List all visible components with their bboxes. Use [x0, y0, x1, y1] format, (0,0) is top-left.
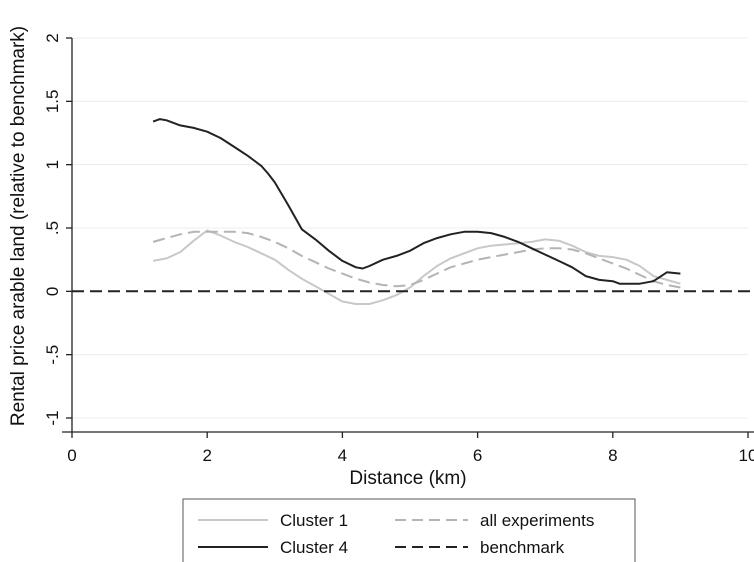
y-tick-labels: -1 -.5 0 .5 1 1.5 2: [43, 33, 62, 425]
legend-label-benchmark: benchmark: [480, 538, 565, 557]
legend: Cluster 1 all experiments Cluster 4 benchma…: [182, 498, 636, 562]
legend-box: [182, 498, 636, 562]
x-tick-label: 0: [67, 446, 76, 465]
legend-label-all-experiments: all experiments: [480, 511, 594, 530]
series-line-cluster-4: [152, 118, 681, 285]
legend-label-cluster-1: Cluster 1: [280, 511, 348, 530]
y-tick-label: 0: [43, 287, 62, 296]
gridlines: [72, 37, 748, 419]
y-tick-label: -1: [43, 410, 62, 425]
x-tick-labels: 0 2 4 6 8 10: [67, 446, 754, 465]
x-tick-label: 4: [338, 446, 347, 465]
x-tick-label: 2: [202, 446, 211, 465]
x-tick-label: 10: [739, 446, 754, 465]
y-tick-label: -.5: [43, 345, 62, 365]
x-tick-label: 8: [608, 446, 617, 465]
series-line-all-experiments: [152, 230, 681, 289]
y-axis-label: Rental price arable land (relative to be…: [8, 26, 29, 426]
series-lines: [72, 118, 754, 305]
y-tick-label: .5: [43, 221, 62, 235]
x-axis-label: Distance (km): [349, 468, 466, 489]
legend-items: Cluster 1 all experiments Cluster 4 benchma…: [198, 511, 594, 557]
y-tick-label: 2: [43, 33, 62, 42]
legend-label-cluster-4: Cluster 4: [280, 538, 348, 557]
x-tick-label: 6: [473, 446, 482, 465]
y-tick-label: 1.5: [43, 90, 62, 114]
y-tick-label: 1: [43, 160, 62, 169]
axes: [62, 37, 754, 438]
